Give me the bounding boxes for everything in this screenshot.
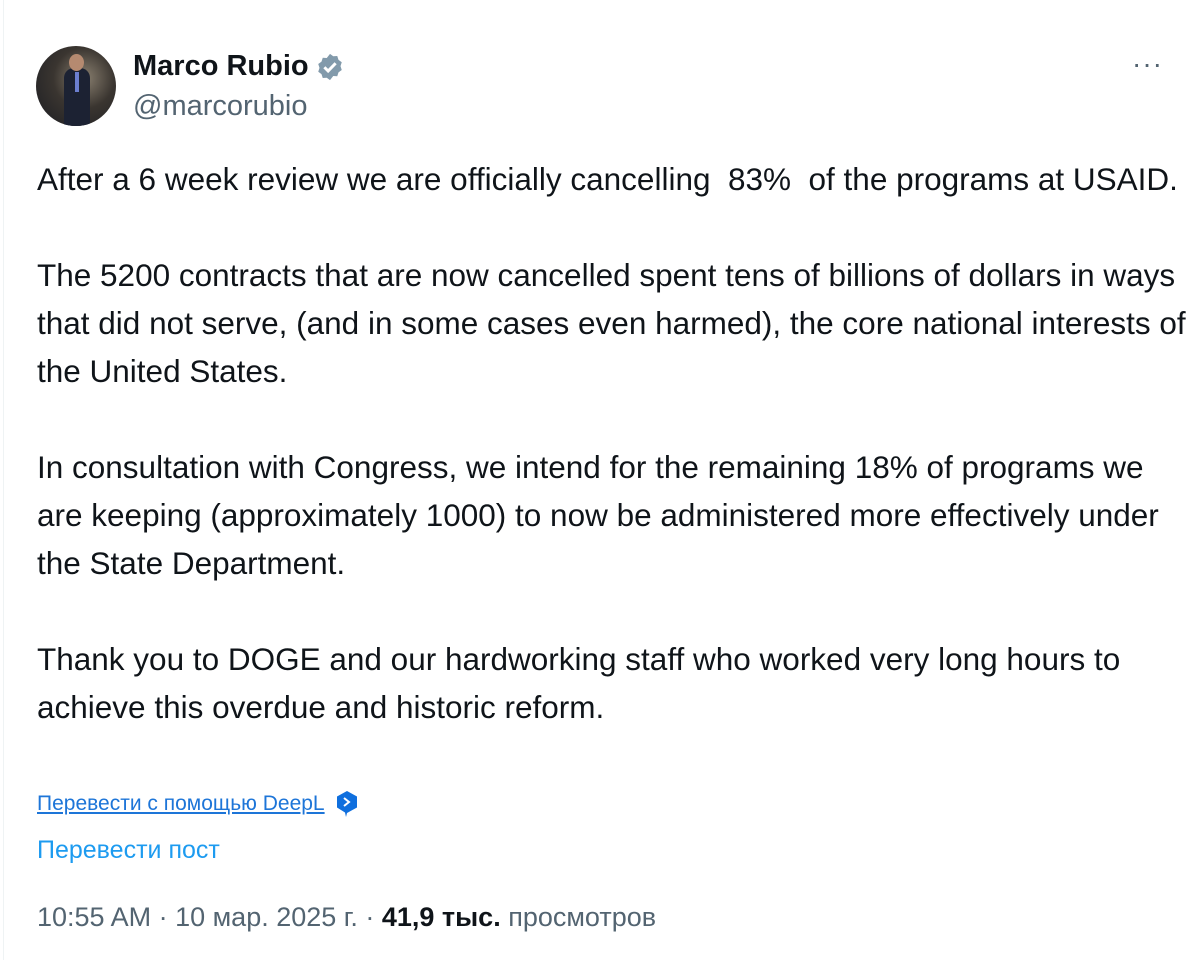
tweet-card — [3, 0, 1202, 960]
deepl-label[interactable]: Перевести с помощью DeepL — [37, 792, 325, 815]
author-handle[interactable]: @marcorubio — [133, 90, 308, 122]
post-text: After a 6 week review we are officially … — [37, 155, 1187, 779]
separator: · — [357, 902, 382, 932]
post-date[interactable]: 10 мар. 2025 г. — [175, 902, 358, 932]
avatar[interactable] — [36, 46, 116, 126]
views-count: 41,9 тыс. — [381, 902, 501, 932]
views-label: просмотров — [508, 902, 657, 932]
paragraph: In consultation with Congress, we intend… — [37, 449, 1168, 581]
translate-post-link[interactable]: Перевести пост — [37, 836, 220, 864]
translate-deepl-link[interactable]: Перевести с помощью DeepL — [37, 790, 359, 818]
more-options-icon[interactable]: ··· — [1132, 48, 1163, 79]
author-name-row[interactable]: Marco Rubio — [133, 50, 345, 83]
post-meta: 10:55 AM · 10 мар. 2025 г. · 41,9 тыс. п… — [37, 902, 656, 933]
verified-badge-icon — [317, 53, 342, 80]
paragraph: The 5200 contracts that are now cancelle… — [37, 257, 1195, 389]
post-time[interactable]: 10:55 AM — [37, 902, 152, 932]
paragraph: After a 6 week review we are officially … — [37, 161, 1178, 197]
author-name[interactable]: Marco Rubio — [133, 50, 309, 82]
deepl-icon — [336, 791, 357, 817]
separator: · — [151, 902, 176, 932]
paragraph: Thank you to DOGE and our hardworking st… — [37, 641, 1129, 725]
